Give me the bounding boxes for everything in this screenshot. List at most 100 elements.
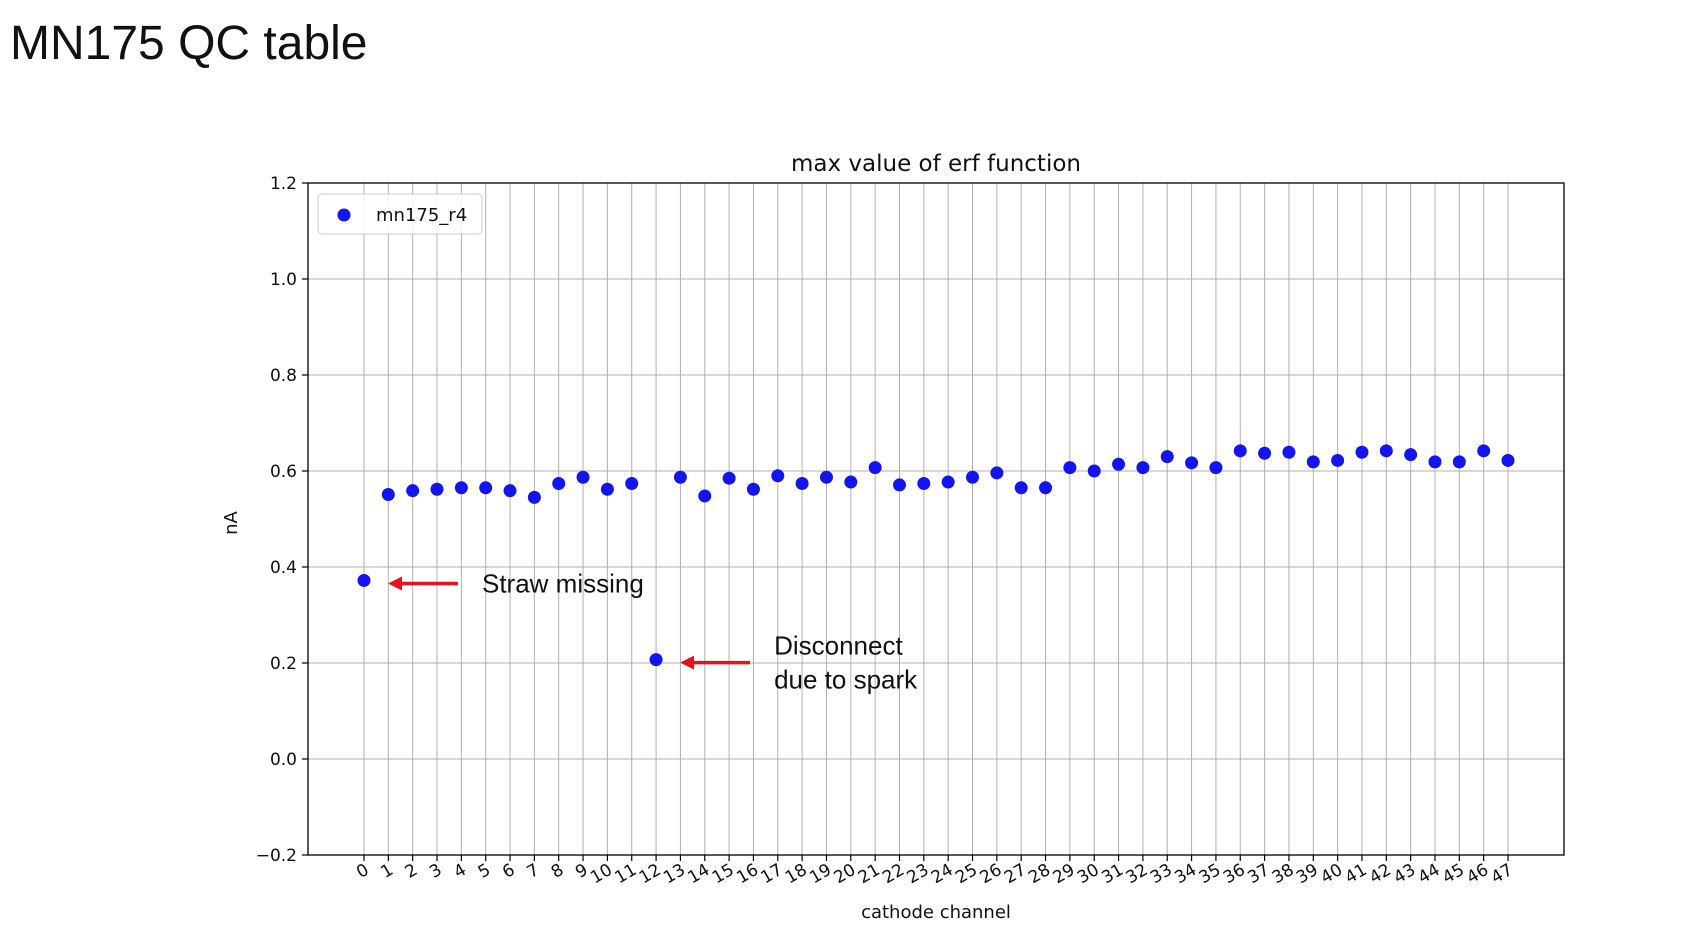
data-point	[649, 653, 663, 667]
annotation: Straw missing	[387, 568, 644, 598]
x-tick-label: 46	[1463, 860, 1492, 888]
x-tick-label: 27	[1001, 860, 1030, 888]
x-tick-label: 24	[928, 860, 957, 888]
data-point	[1258, 446, 1272, 460]
data-point	[1039, 481, 1053, 495]
annotation-text: Disconnect	[774, 631, 903, 661]
x-tick-label: 44	[1415, 860, 1444, 888]
x-tick-label: 25	[952, 860, 981, 888]
x-tick-label: 36	[1220, 860, 1249, 888]
legend-marker	[337, 208, 351, 222]
y-tick-label: −0.2	[256, 846, 297, 866]
legend-frame	[317, 193, 483, 235]
annotation-text: Straw missing	[482, 568, 644, 598]
y-tick-label: 0.8	[270, 366, 297, 386]
y-tick-label: 1.2	[270, 174, 297, 194]
x-tick-label: 30	[1074, 860, 1103, 888]
y-tick-label: 1.0	[270, 270, 297, 290]
x-tick-label: 0	[353, 860, 372, 883]
x-axis: 0 1 2 3 4 5 6 7 8 9101112131415161718192021222324…	[353, 855, 1517, 888]
data-point	[479, 481, 493, 495]
x-tick-label: 19	[806, 860, 835, 888]
data-point	[1136, 461, 1150, 475]
data-point	[552, 476, 566, 490]
data-point	[1063, 461, 1077, 475]
x-axis-label: cathode channel	[861, 902, 1011, 923]
data-point	[1501, 453, 1515, 467]
data-point	[454, 481, 468, 495]
data-point	[941, 475, 955, 489]
annotation-text: due to spark	[774, 665, 918, 695]
x-tick-label: 28	[1025, 860, 1054, 888]
data-point	[1379, 444, 1393, 458]
x-tick-label: 29	[1050, 860, 1079, 888]
x-tick-label: 39	[1293, 860, 1322, 888]
data-point	[625, 476, 639, 490]
y-axis-label: nA	[221, 510, 242, 534]
x-tick-label: 17	[758, 860, 787, 888]
x-tick-label: 35	[1196, 860, 1225, 888]
data-point	[892, 478, 906, 492]
data-point	[1331, 453, 1345, 467]
x-tick-label: 14	[685, 860, 714, 888]
x-tick-label: 12	[636, 860, 665, 888]
data-point	[819, 470, 833, 484]
x-tick-label: 45	[1439, 860, 1468, 888]
data-point	[917, 476, 931, 490]
data-point	[357, 573, 371, 587]
x-tick-label: 23	[904, 860, 933, 888]
x-tick-label: 13	[660, 860, 689, 888]
data-point	[381, 488, 395, 502]
data-point	[1404, 448, 1418, 462]
x-tick-label: 32	[1123, 860, 1152, 888]
x-tick-label: 26	[977, 860, 1006, 888]
x-tick-label: 15	[709, 860, 738, 888]
annotation: Disconnect due to spark	[680, 631, 918, 695]
x-tick-label: 7	[523, 860, 542, 883]
x-tick-label: 4	[450, 860, 469, 883]
x-tick-label: 33	[1147, 860, 1176, 888]
data-point	[503, 484, 517, 498]
slide-title: MN175 QC table	[10, 17, 368, 70]
x-tick-label: 22	[879, 860, 908, 888]
data-point	[1306, 455, 1320, 469]
data-point	[406, 484, 420, 498]
grid-lines	[308, 182, 1564, 856]
y-tick-label: 0.2	[270, 654, 297, 674]
data-point	[1477, 444, 1491, 458]
data-point	[990, 466, 1004, 480]
data-point	[722, 471, 736, 485]
x-tick-label: 2	[402, 860, 421, 883]
data-point	[771, 469, 785, 483]
x-tick-label: 41	[1342, 860, 1371, 888]
x-tick-label: 34	[1171, 860, 1200, 888]
x-tick-label: 18	[782, 860, 811, 888]
x-tick-label: 6	[499, 860, 518, 883]
data-point	[844, 475, 858, 489]
data-point	[698, 489, 712, 503]
data-point	[1428, 455, 1442, 469]
y-tick-label: 0.4	[270, 558, 297, 578]
annotation-arrowhead	[387, 576, 402, 591]
data-point	[1160, 450, 1174, 464]
x-tick-label: 3	[426, 860, 445, 883]
data-point	[1185, 456, 1199, 470]
data-point	[966, 470, 980, 484]
x-tick-label: 20	[831, 860, 860, 888]
y-tick-label: 0.6	[270, 462, 297, 482]
y-axis: −0.2 0.0 0.2 0.4 0.6 0.8 1.0 1.2	[256, 174, 308, 866]
x-tick-label: 47	[1488, 860, 1517, 888]
legend-label: mn175_r4	[376, 205, 467, 226]
data-point	[576, 470, 590, 484]
x-tick-label: 31	[1098, 860, 1127, 888]
x-tick-label: 40	[1317, 860, 1346, 888]
annotations: Straw missing Disconnect due to spark	[387, 568, 918, 695]
x-tick-label: 37	[1244, 860, 1273, 888]
data-point	[868, 461, 882, 475]
data-point	[1087, 464, 1101, 478]
data-point	[1355, 445, 1369, 459]
data-point	[673, 470, 687, 484]
data-point	[746, 482, 760, 496]
legend: mn175_r4	[317, 193, 483, 235]
data-point	[1112, 457, 1126, 471]
